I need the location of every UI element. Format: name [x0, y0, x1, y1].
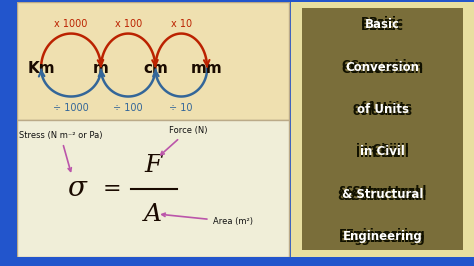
Text: Engineering: Engineering	[339, 228, 419, 241]
Text: =: =	[102, 178, 121, 198]
Text: Force (N): Force (N)	[161, 126, 207, 155]
Text: Engineering: Engineering	[346, 228, 426, 241]
Text: mm: mm	[191, 61, 223, 76]
Text: & Structural: & Structural	[346, 185, 427, 198]
Text: Basic: Basic	[369, 16, 404, 29]
Text: F: F	[144, 154, 161, 177]
Text: Area (m²): Area (m²)	[162, 213, 253, 226]
Text: in Civil: in Civil	[364, 147, 409, 160]
Text: cm: cm	[143, 61, 168, 76]
Text: A: A	[144, 202, 162, 226]
Text: ÷ 1000: ÷ 1000	[53, 103, 89, 113]
Text: ÷ 100: ÷ 100	[113, 103, 143, 113]
Text: of Units: of Units	[360, 101, 412, 114]
Text: & Structural: & Structural	[338, 185, 419, 198]
Text: of Units: of Units	[356, 103, 409, 116]
Text: Basic: Basic	[361, 20, 396, 33]
Text: & Structural: & Structural	[338, 190, 419, 202]
Text: Basic: Basic	[369, 20, 404, 33]
Text: in Civil: in Civil	[356, 147, 401, 160]
Text: Engineering: Engineering	[339, 232, 419, 245]
Text: of Units: of Units	[353, 105, 405, 118]
FancyBboxPatch shape	[291, 2, 474, 257]
Text: Engineering: Engineering	[346, 232, 426, 245]
Text: m: m	[93, 61, 109, 76]
Text: Conversion: Conversion	[346, 61, 419, 74]
Text: in Civil: in Civil	[364, 143, 409, 156]
Text: Conversion: Conversion	[342, 59, 416, 72]
Text: of Units: of Units	[360, 105, 412, 118]
Text: in Civil: in Civil	[360, 145, 405, 158]
Text: of Units: of Units	[353, 101, 405, 114]
FancyBboxPatch shape	[17, 120, 289, 257]
Text: Basic: Basic	[365, 18, 400, 31]
Text: x 1000: x 1000	[55, 19, 88, 29]
Text: & Structural: & Structural	[346, 190, 427, 202]
Text: & Structural: & Structural	[342, 188, 423, 201]
Text: Conversion: Conversion	[349, 59, 423, 72]
Text: Engineering: Engineering	[343, 230, 422, 243]
Text: ÷ 10: ÷ 10	[170, 103, 193, 113]
Text: Conversion: Conversion	[342, 63, 416, 76]
Text: σ: σ	[67, 175, 86, 202]
Text: Basic: Basic	[361, 16, 396, 29]
FancyBboxPatch shape	[302, 8, 463, 250]
Text: in Civil: in Civil	[356, 143, 401, 156]
Text: Km: Km	[27, 61, 55, 76]
Text: x 100: x 100	[115, 19, 142, 29]
Text: Conversion: Conversion	[349, 63, 423, 76]
Text: x 10: x 10	[171, 19, 192, 29]
FancyBboxPatch shape	[17, 2, 289, 120]
Text: Stress (N m⁻² or Pa): Stress (N m⁻² or Pa)	[19, 131, 102, 171]
